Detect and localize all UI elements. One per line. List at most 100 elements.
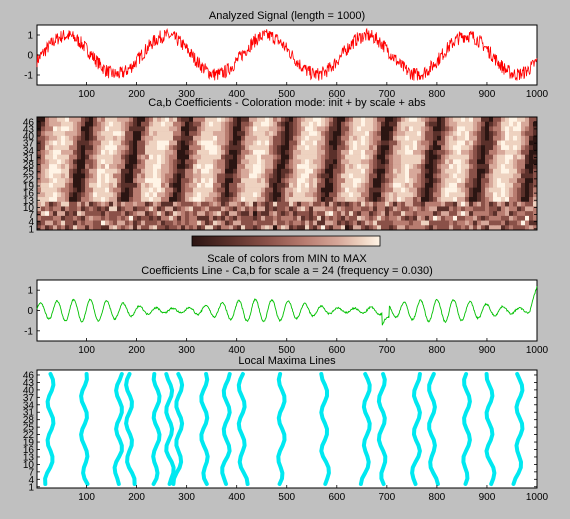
heatmap-cell — [93, 220, 98, 226]
heatmap-cell — [133, 154, 138, 160]
heatmap-cell — [221, 168, 226, 174]
heatmap-cell — [481, 117, 486, 123]
heatmap-cell — [473, 220, 478, 226]
heatmap-cell — [381, 131, 386, 137]
heatmap-cell — [61, 131, 66, 137]
heatmap-cell — [293, 154, 298, 160]
heatmap-cell — [125, 164, 130, 170]
heatmap-cell — [369, 121, 374, 127]
heatmap-cell — [369, 192, 374, 198]
heatmap-cell — [261, 121, 266, 127]
heatmap-cell — [409, 173, 414, 179]
heatmap-cell — [349, 145, 354, 151]
heatmap-cell — [149, 145, 154, 151]
heatmap-cell — [269, 225, 274, 230]
heatmap-cell — [285, 211, 290, 217]
heatmap-cell — [505, 192, 510, 198]
heatmap-cell — [261, 154, 266, 160]
heatmap-cell — [285, 197, 290, 203]
heatmap-cell — [445, 178, 450, 184]
heatmap-cell — [409, 225, 414, 230]
heatmap-cell — [429, 215, 434, 221]
heatmap-cell — [209, 168, 214, 174]
heatmap-cell — [269, 117, 274, 123]
heatmap-cell — [281, 215, 286, 221]
heatmap-cell — [205, 135, 210, 141]
heatmap-cell — [381, 220, 386, 226]
heatmap-cell — [57, 121, 62, 127]
heatmap-cell — [449, 154, 454, 160]
heatmap-cell — [465, 140, 470, 146]
heatmap-cell — [201, 192, 206, 198]
heatmap-cell — [249, 178, 254, 184]
heatmap-cell — [493, 178, 498, 184]
heatmap-cell — [485, 182, 490, 188]
heatmap-cell — [181, 145, 186, 151]
heatmap-cell — [133, 164, 138, 170]
heatmap-cell — [433, 140, 438, 146]
heatmap-cell — [309, 154, 314, 160]
heatmap-cell — [373, 192, 378, 198]
heatmap-cell — [385, 201, 390, 207]
heatmap-cell — [253, 192, 258, 198]
heatmap-cell — [93, 187, 98, 193]
heatmap-cell — [273, 225, 278, 230]
heatmap-cell — [493, 182, 498, 188]
heatmap-cell — [185, 117, 190, 123]
heatmap-cell — [209, 197, 214, 203]
heatmap-cell — [277, 192, 282, 198]
heatmap-cell — [449, 187, 454, 193]
heatmap-cell — [485, 145, 490, 151]
heatmap-cell — [505, 215, 510, 221]
heatmap-cell — [149, 220, 154, 226]
heatmap-cell — [393, 154, 398, 160]
heatmap-cell — [409, 211, 414, 217]
heatmap-cell — [473, 154, 478, 160]
heatmap-cell — [73, 197, 78, 203]
heatmap-cell — [169, 159, 174, 165]
heatmap-cell — [65, 182, 70, 188]
heatmap-cell — [413, 215, 418, 221]
heatmap-cell — [221, 192, 226, 198]
heatmap-cell — [41, 182, 46, 188]
heatmap-cell — [253, 225, 258, 230]
heatmap-cell — [265, 178, 270, 184]
heatmap-cell — [365, 197, 370, 203]
heatmap-cell — [233, 220, 238, 226]
heatmap-cell — [525, 178, 530, 184]
heatmap-cell — [93, 164, 98, 170]
heatmap-cell — [137, 159, 142, 165]
heatmap-cell — [497, 131, 502, 137]
y-tick-label: 25 — [23, 167, 35, 178]
heatmap-cell — [113, 140, 118, 146]
heatmap-cell — [173, 131, 178, 137]
heatmap-cell — [513, 225, 518, 230]
heatmap-cell — [485, 173, 490, 179]
heatmap-cell — [189, 154, 194, 160]
heatmap-cell — [337, 201, 342, 207]
heatmap-cell — [121, 131, 126, 137]
heatmap-cell — [149, 149, 154, 155]
heatmap-cell — [293, 197, 298, 203]
heatmap-cell — [233, 145, 238, 151]
heatmap-cell — [521, 149, 526, 155]
heatmap-cell — [245, 225, 250, 230]
heatmap-cell — [345, 168, 350, 174]
heatmap-cell — [525, 154, 530, 160]
heatmap-cell — [353, 182, 358, 188]
heatmap-cell — [501, 225, 506, 230]
heatmap-cell — [89, 135, 94, 141]
heatmap-cell — [469, 126, 474, 132]
heatmap-cell — [189, 211, 194, 217]
heatmap-cell — [45, 201, 50, 207]
heatmap-cell — [249, 215, 254, 221]
heatmap-cell — [105, 187, 110, 193]
heatmap-cell — [301, 131, 306, 137]
heatmap-cell — [305, 201, 310, 207]
heatmap-cell — [145, 173, 150, 179]
heatmap-cell — [517, 140, 522, 146]
heatmap-cell — [369, 164, 374, 170]
heatmap-cell — [101, 135, 106, 141]
heatmap-cell — [101, 168, 106, 174]
y-tick-label: 4 — [28, 475, 34, 486]
